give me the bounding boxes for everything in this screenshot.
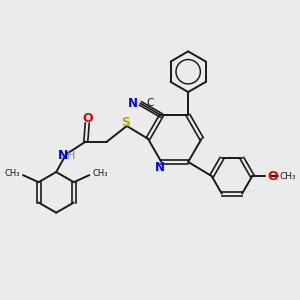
Text: C: C xyxy=(147,98,154,109)
Text: H: H xyxy=(67,151,75,160)
Text: O: O xyxy=(82,112,93,125)
Text: N: N xyxy=(155,160,165,173)
Text: CH₃: CH₃ xyxy=(92,169,108,178)
Text: O: O xyxy=(267,169,278,183)
Text: CH₃: CH₃ xyxy=(280,172,297,181)
Text: N: N xyxy=(58,149,68,162)
Text: N: N xyxy=(128,97,138,110)
Text: S: S xyxy=(121,116,130,129)
Text: CH₃: CH₃ xyxy=(5,169,20,178)
